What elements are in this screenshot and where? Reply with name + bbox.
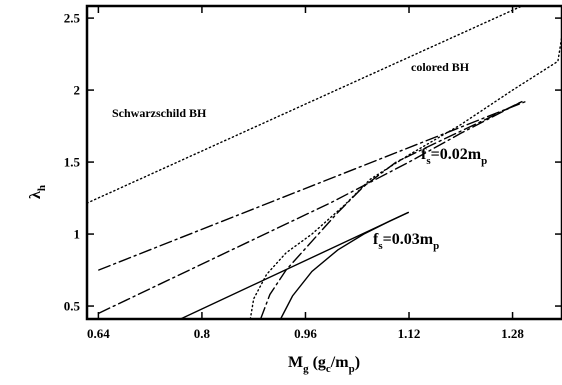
x-axis-title-sub1: g bbox=[303, 363, 309, 375]
x-axis-title-mid: (g bbox=[309, 354, 326, 371]
x-tick-label: 0.64 bbox=[87, 326, 110, 341]
series-line-fs002-lower-branch bbox=[259, 100, 523, 320]
series-line-fs002-upper bbox=[98, 100, 527, 271]
y-tick-label: 2.5 bbox=[64, 11, 81, 26]
x-axis-ticks: 0.64 0.8 0.96 1.12 1.28 bbox=[87, 6, 524, 341]
annotation-fs-003-sub: s bbox=[378, 240, 383, 252]
annotation-colored: colored BH bbox=[411, 60, 470, 74]
annotation-fs-002-value: =0.02m bbox=[431, 146, 482, 163]
x-axis-title-end: ) bbox=[355, 354, 360, 371]
y-tick-label: 2 bbox=[74, 83, 81, 98]
x-axis-title: Mg (gc/mp) bbox=[288, 354, 360, 375]
x-tick-label: 0.8 bbox=[194, 326, 211, 341]
annotation-fs-002-sub2: p bbox=[481, 155, 487, 167]
y-axis-ticks: 0.5 1 1.5 2 2.5 bbox=[64, 11, 562, 314]
y-tick-label: 1 bbox=[74, 227, 81, 242]
y-axis-title-sub: h bbox=[36, 185, 48, 191]
x-axis-title-mid2: /m bbox=[330, 354, 349, 371]
series-line-schwarzschild bbox=[86, 5, 523, 204]
annotation-fs-003-main: f bbox=[373, 231, 379, 248]
y-tick-label: 1.5 bbox=[64, 155, 81, 170]
x-axis-title-main: M bbox=[288, 354, 303, 371]
x-tick-label: 0.96 bbox=[294, 326, 317, 341]
annotation-fs-002: fs=0.02mp bbox=[421, 146, 487, 167]
x-tick-label: 1.12 bbox=[398, 326, 421, 341]
y-axis-title-main: λ bbox=[27, 191, 44, 199]
x-axis-title-sub2: c bbox=[326, 363, 331, 375]
plot-frame bbox=[85, 4, 562, 321]
svg-text:λh: λh bbox=[27, 185, 48, 199]
y-axis-title: λh bbox=[27, 185, 48, 199]
y-tick-label: 0.5 bbox=[64, 299, 81, 314]
annotation-fs-003: fs=0.03mp bbox=[373, 231, 439, 252]
annotation-fs-002-main: f bbox=[421, 146, 427, 163]
annotation-fs-002-sub: s bbox=[426, 155, 431, 167]
annotation-fs-003-value: =0.03m bbox=[383, 231, 434, 248]
x-axis-title-sub3: p bbox=[349, 363, 355, 375]
series-group bbox=[86, 5, 562, 320]
series-line-fs003-lower-branch bbox=[279, 211, 409, 320]
series-line-fs002-lower bbox=[98, 100, 523, 314]
series-line-colored bbox=[249, 34, 562, 320]
x-tick-label: 1.28 bbox=[501, 326, 524, 341]
annotation-fs-003-sub2: p bbox=[433, 240, 439, 252]
annotation-schwarzschild: Schwarzschild BH bbox=[112, 106, 207, 120]
